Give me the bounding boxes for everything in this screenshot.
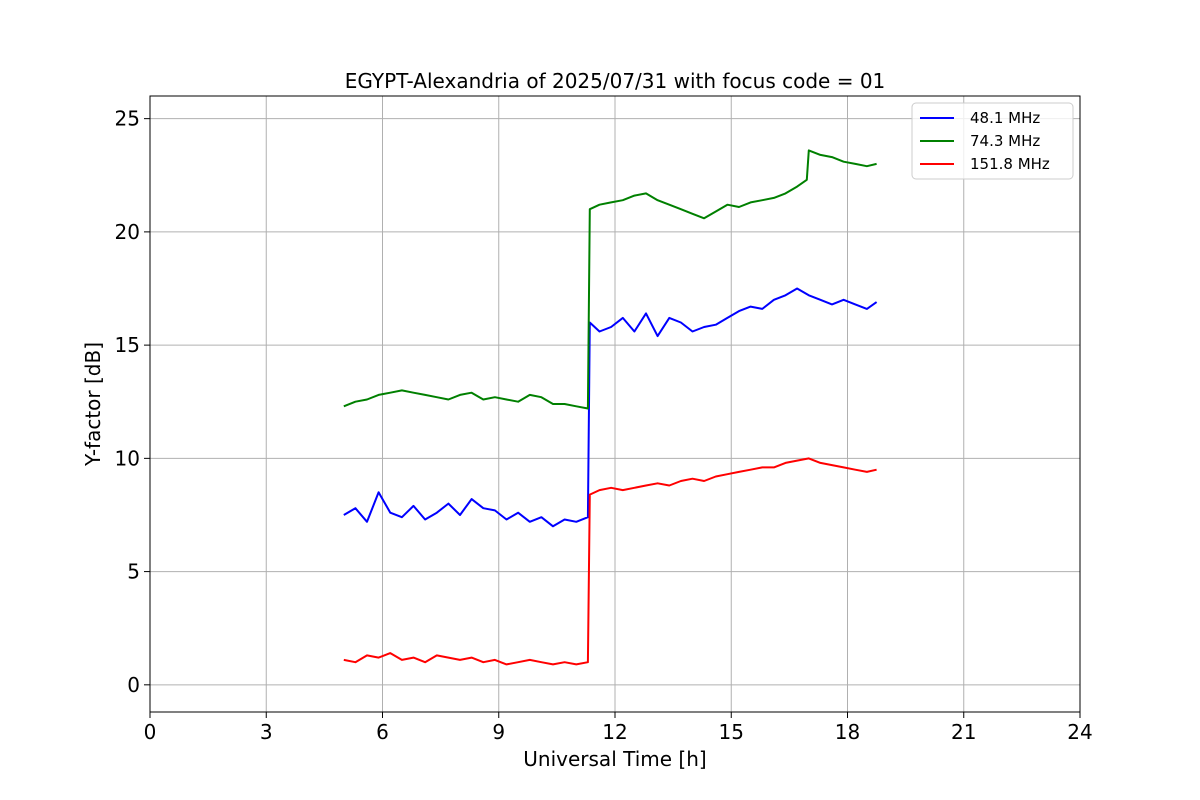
y-tick-label: 5 xyxy=(127,560,140,584)
legend-entries: 48.1 MHz 74.3 MHz 151.8 MHz xyxy=(920,109,1050,173)
legend-label-1: 74.3 MHz xyxy=(970,132,1040,150)
chart-title: EGYPT-Alexandria of 2025/07/31 with focu… xyxy=(345,69,886,93)
x-tick-label: 6 xyxy=(376,720,389,744)
legend-box xyxy=(911,102,1074,180)
legend-label-2: 151.8 MHz xyxy=(970,155,1050,173)
x-axis-ticks: 0 3 6 9 12 15 18 21 24 xyxy=(144,712,1093,744)
x-tick-label: 18 xyxy=(835,720,860,744)
series-layer xyxy=(343,149,878,666)
y-axis-label: Y-factor [dB] xyxy=(81,342,105,467)
series-line-0 xyxy=(343,287,878,528)
x-tick-label: 12 xyxy=(602,720,627,744)
y-axis-ticks: 0 5 10 15 20 25 xyxy=(115,107,150,697)
y-tick-label: 0 xyxy=(127,673,140,697)
legend: 48.1 MHz 74.3 MHz 151.8 MHz xyxy=(911,102,1074,180)
x-tick-label: 15 xyxy=(719,720,744,744)
y-tick-label: 25 xyxy=(115,107,140,131)
x-tick-label: 9 xyxy=(492,720,505,744)
y-tick-label: 20 xyxy=(115,220,140,244)
x-tick-label: 0 xyxy=(144,720,157,744)
x-axis-label: Universal Time [h] xyxy=(523,747,706,771)
y-tick-label: 10 xyxy=(115,446,140,470)
x-tick-label: 21 xyxy=(951,720,976,744)
x-tick-label: 3 xyxy=(260,720,273,744)
x-tick-label: 24 xyxy=(1067,720,1092,744)
series-line-2 xyxy=(343,457,877,666)
y-tick-label: 15 xyxy=(115,333,140,357)
series-line-1 xyxy=(343,149,877,410)
legend-label-0: 48.1 MHz xyxy=(970,109,1040,127)
